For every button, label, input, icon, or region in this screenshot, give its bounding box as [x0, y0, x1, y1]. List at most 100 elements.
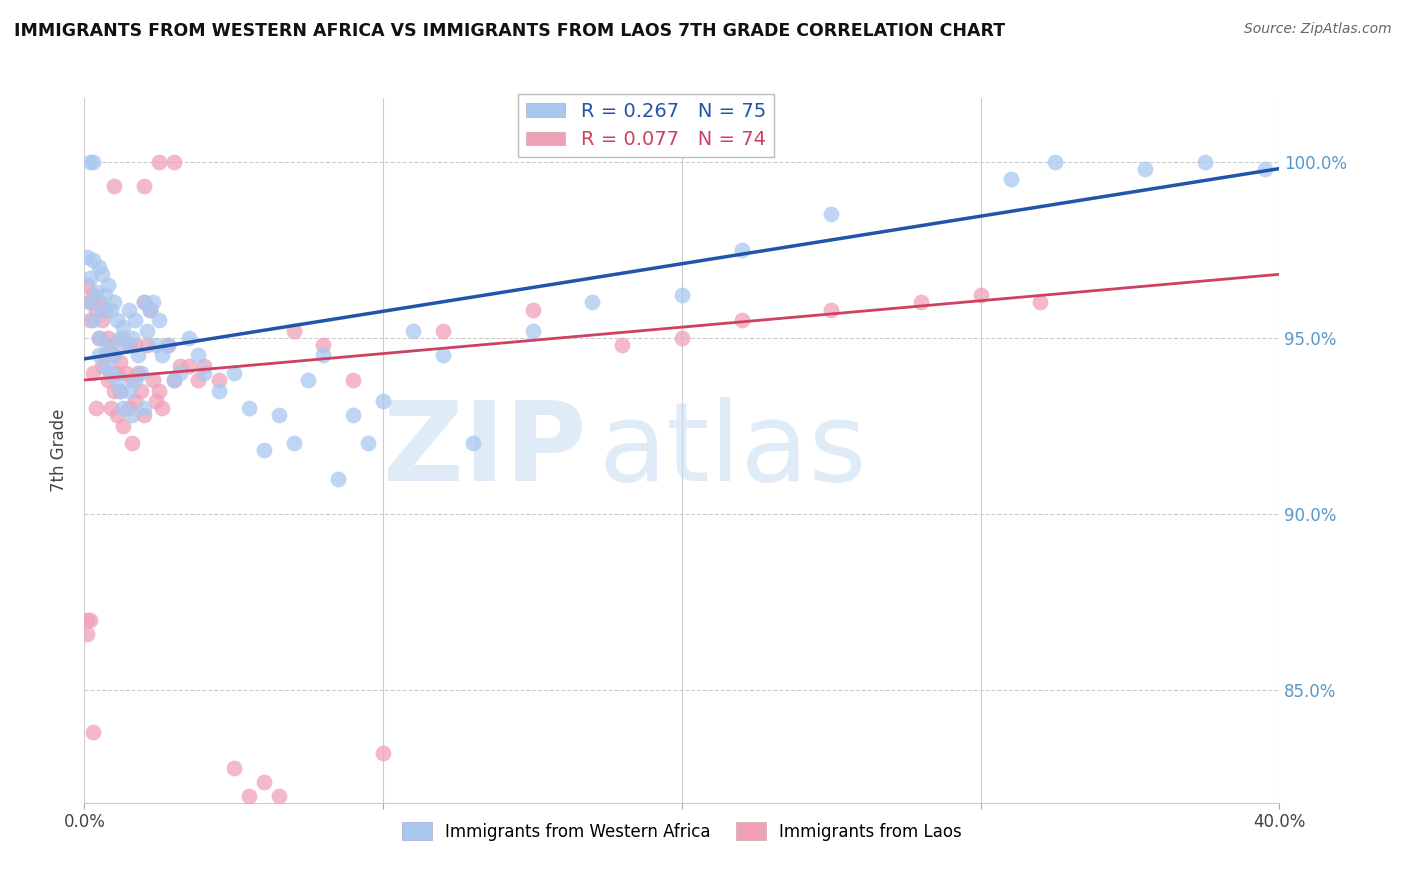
Point — [187, 348, 209, 362]
Point — [76, 250, 98, 264]
Point — [121, 331, 143, 345]
Point — [312, 338, 335, 352]
Point — [112, 320, 135, 334]
Point — [97, 331, 120, 345]
Point — [112, 401, 135, 416]
Point — [91, 268, 114, 282]
Point — [238, 789, 260, 803]
Point — [357, 436, 380, 450]
Point — [581, 295, 603, 310]
Point — [105, 366, 128, 380]
Point — [86, 401, 108, 416]
Point — [312, 348, 335, 362]
Point — [222, 761, 245, 775]
Point — [121, 436, 143, 450]
Point — [103, 348, 125, 362]
Text: atlas: atlas — [599, 397, 866, 504]
Point — [89, 260, 111, 275]
Point — [342, 373, 364, 387]
Point — [297, 373, 319, 387]
Point — [79, 313, 101, 327]
Point — [169, 359, 191, 373]
Point — [100, 302, 122, 317]
Point — [110, 355, 132, 369]
Point — [193, 366, 215, 380]
Point — [150, 401, 173, 416]
Point — [671, 288, 693, 302]
Point — [124, 373, 146, 387]
Point — [432, 348, 454, 362]
Point — [253, 774, 276, 789]
Point — [97, 338, 120, 352]
Point — [86, 302, 108, 317]
Point — [238, 401, 260, 416]
Point — [105, 373, 128, 387]
Point — [82, 366, 104, 380]
Point — [76, 277, 98, 292]
Point — [91, 313, 114, 327]
Point — [283, 436, 305, 450]
Point — [910, 295, 932, 310]
Point — [86, 285, 108, 299]
Point — [820, 302, 842, 317]
Point — [163, 373, 186, 387]
Point — [283, 324, 305, 338]
Point — [103, 348, 125, 362]
Point — [373, 394, 395, 409]
Point — [79, 154, 101, 169]
Point — [76, 613, 98, 627]
Point — [522, 324, 544, 338]
Point — [163, 154, 186, 169]
Point — [148, 384, 170, 398]
Point — [139, 302, 162, 317]
Point — [110, 331, 132, 345]
Point — [253, 443, 276, 458]
Point — [100, 366, 122, 380]
Point — [79, 270, 101, 285]
Point — [79, 295, 101, 310]
Point — [1000, 172, 1022, 186]
Point — [267, 789, 290, 803]
Point — [342, 409, 364, 423]
Point — [121, 409, 143, 423]
Point — [177, 331, 200, 345]
Point — [267, 409, 290, 423]
Point — [82, 725, 104, 739]
Point — [89, 348, 111, 362]
Point — [208, 384, 231, 398]
Point — [132, 409, 156, 423]
Point — [91, 359, 114, 373]
Point — [127, 366, 149, 380]
Point — [970, 288, 993, 302]
Point — [79, 295, 101, 310]
Point — [132, 295, 156, 310]
Point — [142, 295, 165, 310]
Point — [136, 324, 159, 338]
Point — [1045, 154, 1067, 169]
Point — [208, 373, 231, 387]
Point — [373, 747, 395, 761]
Point — [79, 613, 101, 627]
Point — [1253, 161, 1275, 176]
Point — [94, 288, 117, 302]
Point — [112, 331, 135, 345]
Point — [115, 338, 138, 352]
Point — [118, 338, 141, 352]
Point — [402, 324, 425, 338]
Point — [432, 324, 454, 338]
Point — [115, 366, 138, 380]
Point — [105, 313, 128, 327]
Point — [118, 401, 141, 416]
Point — [103, 384, 125, 398]
Point — [1029, 295, 1052, 310]
Point — [142, 373, 165, 387]
Point — [94, 302, 117, 317]
Point — [129, 366, 152, 380]
Point — [118, 302, 141, 317]
Point — [612, 338, 634, 352]
Point — [671, 331, 693, 345]
Point — [129, 384, 152, 398]
Point — [157, 338, 180, 352]
Point — [110, 384, 132, 398]
Text: Source: ZipAtlas.com: Source: ZipAtlas.com — [1244, 22, 1392, 37]
